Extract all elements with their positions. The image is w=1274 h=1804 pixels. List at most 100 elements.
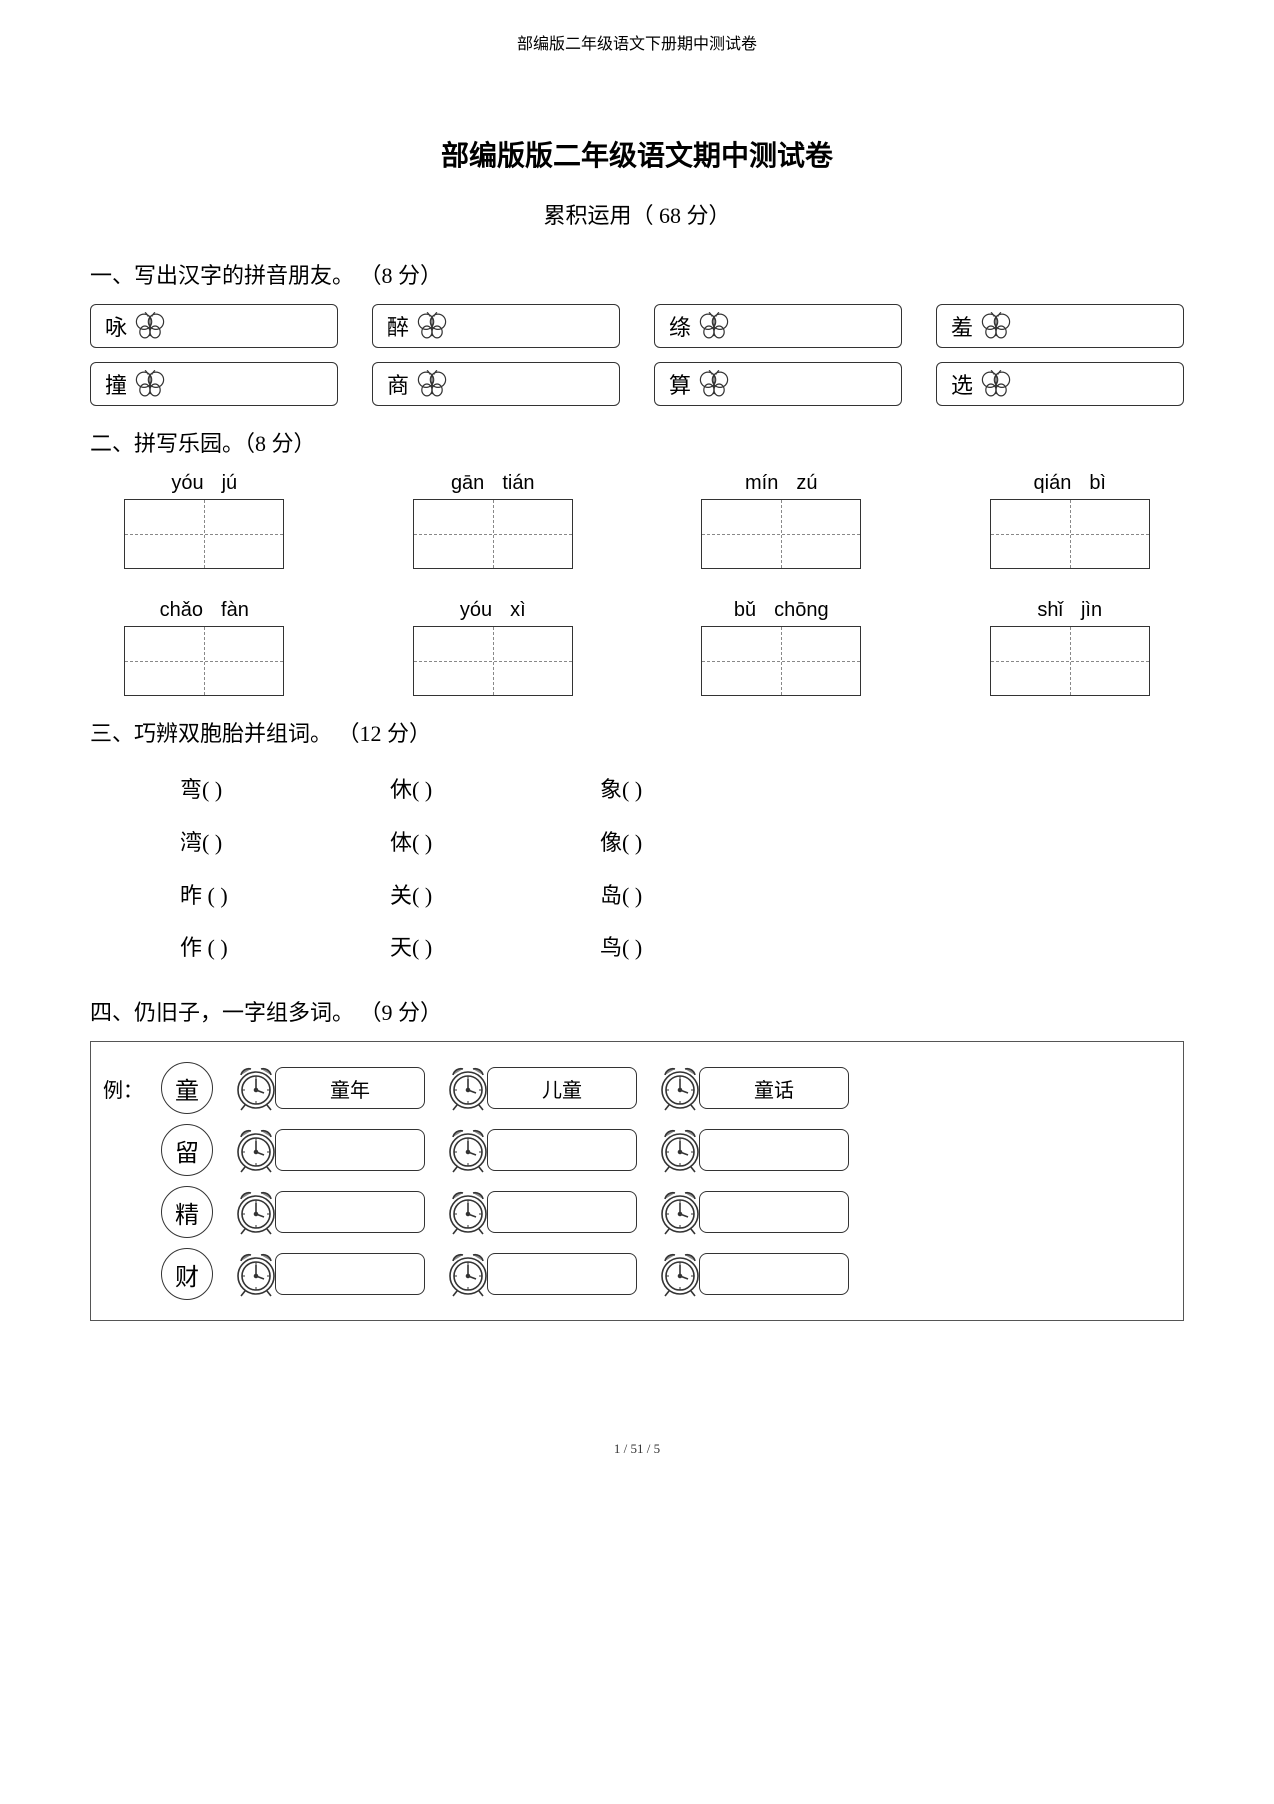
clock-icon bbox=[655, 1125, 705, 1175]
clock-unit bbox=[443, 1249, 637, 1299]
clock-icon bbox=[655, 1063, 705, 1113]
pair-cell: 体( ) bbox=[390, 817, 530, 870]
butterfly-box: 商 bbox=[372, 362, 620, 406]
butterfly-icon bbox=[133, 370, 167, 398]
butterfly-icon bbox=[415, 370, 449, 398]
word-box bbox=[699, 1253, 849, 1295]
pinyin-label: qián bì bbox=[1034, 472, 1107, 495]
word-box: 童话 bbox=[699, 1067, 849, 1109]
section4-area: 例： 童 童年 儿童 童话留 精 财 bbox=[90, 1041, 1184, 1321]
pinyin-item: yóu jú bbox=[90, 472, 319, 569]
butterfly-icon bbox=[979, 312, 1013, 340]
hanzi-char: 撞 bbox=[105, 368, 127, 400]
pinyin-syllable: zú bbox=[796, 472, 817, 495]
pair-cell: 岛( ) bbox=[600, 870, 740, 923]
section4-title: 四、仍旧子，一字组多词。 （9 分） bbox=[90, 995, 1184, 1027]
clock-unit bbox=[231, 1249, 425, 1299]
circle-char: 精 bbox=[161, 1186, 213, 1238]
circle-char: 童 bbox=[161, 1062, 213, 1114]
clock-row: 财 bbox=[99, 1248, 1175, 1300]
butterfly-box: 绦 bbox=[654, 304, 902, 348]
clock-icon bbox=[231, 1063, 281, 1113]
clock-icon bbox=[231, 1125, 281, 1175]
clock-unit: 童年 bbox=[231, 1063, 425, 1113]
word-box: 儿童 bbox=[487, 1067, 637, 1109]
pair-cell: 像( ) bbox=[600, 817, 740, 870]
pinyin-syllable: bì bbox=[1089, 472, 1106, 495]
clock-icon bbox=[655, 1249, 705, 1299]
pinyin-label: shǐ jìn bbox=[1037, 599, 1102, 622]
butterfly-box: 咏 bbox=[90, 304, 338, 348]
main-title: 部编版版二年级语文期中测试卷 bbox=[90, 134, 1184, 174]
butterfly-box: 撞 bbox=[90, 362, 338, 406]
word-box bbox=[487, 1129, 637, 1171]
pinyin-syllable: chǎo bbox=[160, 599, 203, 622]
pinyin-syllable: fàn bbox=[221, 599, 249, 622]
word-box bbox=[275, 1191, 425, 1233]
pair-row: 昨 ( ) 关( ) 岛( ) bbox=[180, 870, 1184, 923]
pinyin-label: yóu xì bbox=[460, 599, 526, 622]
clock-icon bbox=[443, 1063, 493, 1113]
clock-unit bbox=[231, 1125, 425, 1175]
pinyin-syllable: shǐ bbox=[1037, 599, 1063, 622]
pinyin-label: bǔ chōng bbox=[734, 599, 829, 622]
pinyin-label: gān tián bbox=[451, 472, 535, 495]
row-label: 例： bbox=[99, 1074, 143, 1103]
pinyin-label: yóu jú bbox=[171, 472, 237, 495]
hanzi-char: 绦 bbox=[669, 310, 691, 342]
pair-cell: 天( ) bbox=[390, 922, 530, 975]
pair-cell: 象( ) bbox=[600, 764, 740, 817]
section2-grid: yóu jú gān tián mín zú qián bì chǎo fàn … bbox=[90, 472, 1184, 696]
pair-row: 湾( ) 体( ) 像( ) bbox=[180, 817, 1184, 870]
word-box bbox=[699, 1129, 849, 1171]
butterfly-box: 选 bbox=[936, 362, 1184, 406]
circle-char: 财 bbox=[161, 1248, 213, 1300]
subtitle: 累积运用（ 68 分） bbox=[90, 198, 1184, 230]
pair-cell: 休( ) bbox=[390, 764, 530, 817]
pinyin-syllable: gān bbox=[451, 472, 484, 495]
section1-grid: 咏 醉 绦 羞 撞 商 算 选 bbox=[90, 304, 1184, 406]
pinyin-syllable: yóu bbox=[460, 599, 492, 622]
pair-row: 作 ( )天( )鸟( ) bbox=[180, 922, 1184, 975]
section3-block: 弯( )休( )象( )湾( )体( )像( )昨 ( )关( )岛( )作 (… bbox=[180, 764, 1184, 975]
butterfly-icon bbox=[415, 312, 449, 340]
page-header: 部编版二年级语文下册期中测试卷 bbox=[90, 30, 1184, 54]
pair-cell: 昨 ( ) bbox=[180, 870, 320, 923]
writing-grid-box bbox=[701, 626, 861, 696]
clock-unit bbox=[443, 1125, 637, 1175]
hanzi-char: 醉 bbox=[387, 310, 409, 342]
clock-unit: 童话 bbox=[655, 1063, 849, 1113]
pinyin-label: mín zú bbox=[745, 472, 817, 495]
butterfly-box: 算 bbox=[654, 362, 902, 406]
writing-grid-box bbox=[413, 626, 573, 696]
pinyin-syllable: xì bbox=[510, 599, 526, 622]
clock-icon bbox=[655, 1187, 705, 1237]
pinyin-item: shǐ jìn bbox=[956, 599, 1185, 696]
pair-cell: 关( ) bbox=[390, 870, 530, 923]
word-box bbox=[275, 1253, 425, 1295]
hanzi-char: 咏 bbox=[105, 310, 127, 342]
pinyin-item: gān tián bbox=[379, 472, 608, 569]
clock-unit bbox=[231, 1187, 425, 1237]
word-box bbox=[487, 1191, 637, 1233]
clock-row: 例： 童 童年 儿童 童话 bbox=[99, 1062, 1175, 1114]
writing-grid-box bbox=[990, 499, 1150, 569]
butterfly-icon bbox=[979, 370, 1013, 398]
writing-grid-box bbox=[990, 626, 1150, 696]
clock-icon bbox=[443, 1187, 493, 1237]
pinyin-item: yóu xì bbox=[379, 599, 608, 696]
pair-cell: 鸟( ) bbox=[600, 922, 740, 975]
writing-grid-box bbox=[701, 499, 861, 569]
clock-unit bbox=[655, 1249, 849, 1299]
clock-row: 精 bbox=[99, 1186, 1175, 1238]
section3-title: 三、巧辨双胞胎并组词。 （12 分） bbox=[90, 716, 1184, 748]
butterfly-box: 醉 bbox=[372, 304, 620, 348]
pinyin-syllable: qián bbox=[1034, 472, 1072, 495]
circle-char: 留 bbox=[161, 1124, 213, 1176]
clock-row: 留 bbox=[99, 1124, 1175, 1176]
pair-cell: 湾( ) bbox=[180, 817, 320, 870]
pair-row: 弯( )休( )象( ) bbox=[180, 764, 1184, 817]
butterfly-box: 羞 bbox=[936, 304, 1184, 348]
word-box: 童年 bbox=[275, 1067, 425, 1109]
pinyin-syllable: tián bbox=[502, 472, 534, 495]
